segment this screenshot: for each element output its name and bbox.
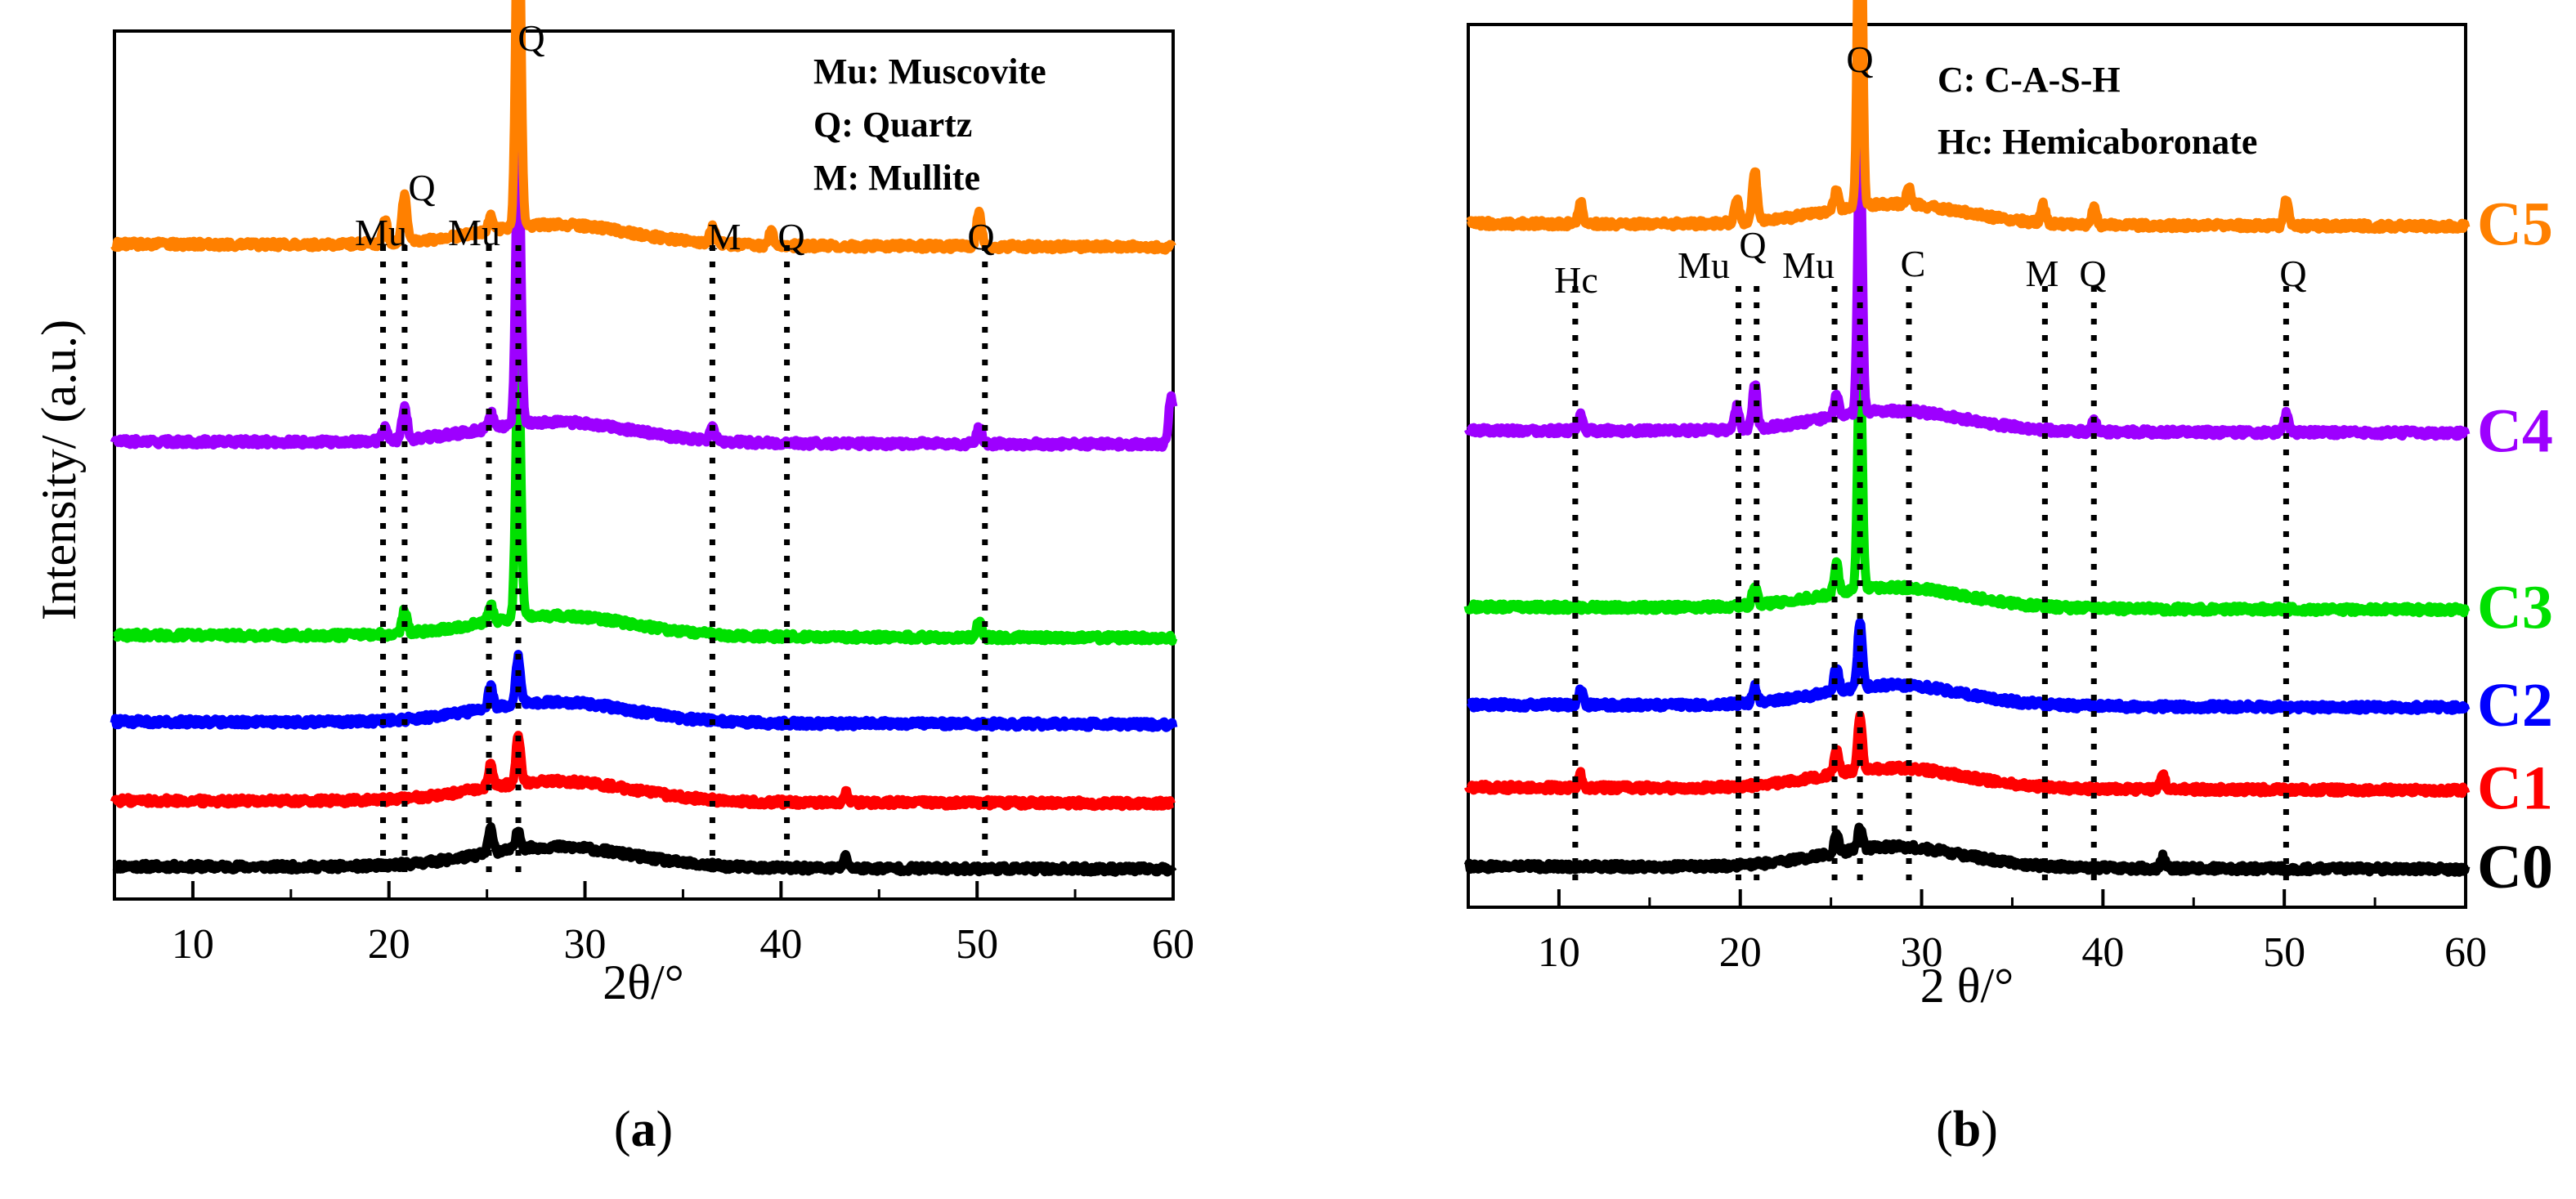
series-label-c2: C2 xyxy=(2477,671,2553,740)
peak-label: M xyxy=(2026,253,2059,294)
x-tick-label: 30 xyxy=(564,921,607,968)
panel-caption-b: (b) xyxy=(1936,1102,1998,1157)
series-line-c5 xyxy=(1464,0,2471,235)
x-tick-label: 20 xyxy=(1719,929,1762,976)
peak-label: Q xyxy=(777,216,804,257)
peak-label: Q xyxy=(1846,38,1873,80)
peak-label: Q xyxy=(2279,253,2306,294)
peak-label: Mu xyxy=(355,212,407,253)
peak-label: Mu xyxy=(448,212,500,253)
series-label-c0: C0 xyxy=(2477,833,2553,901)
peak-label: Q xyxy=(1739,224,1766,266)
series-line-c5 xyxy=(110,0,1177,255)
caption-paren-open: ( xyxy=(614,1102,631,1157)
legend-note-quartz: Q: Quartz xyxy=(813,105,972,145)
x-tick-label: 60 xyxy=(2444,929,2487,976)
x-tick-label: 50 xyxy=(956,921,998,968)
plot-frame-b xyxy=(1467,23,2467,909)
x-tick-label: 40 xyxy=(2081,929,2124,976)
series-line-c1 xyxy=(110,731,1177,812)
x-axis-title-a: 2θ/° xyxy=(603,955,683,1009)
peak-label: M xyxy=(708,216,741,257)
series-label-c4: C4 xyxy=(2477,396,2553,465)
peak-label: Hc xyxy=(1554,259,1598,301)
y-axis-title-a: Intensity/ (a.u.) xyxy=(32,320,86,620)
caption-paren-close: ) xyxy=(656,1102,674,1157)
series-label-c5: C5 xyxy=(2477,190,2553,258)
caption-paren-open: ( xyxy=(1936,1102,1953,1157)
peak-label: Mu xyxy=(1678,244,1730,286)
peak-label: C xyxy=(1901,243,1926,284)
series-line-c0 xyxy=(110,822,1177,877)
series-line-c3 xyxy=(1463,347,2471,618)
x-tick-label: 10 xyxy=(1538,929,1580,976)
peak-label: Q xyxy=(967,216,994,257)
series-label-c1: C1 xyxy=(2477,754,2553,822)
series-label-c3: C3 xyxy=(2477,574,2553,642)
panel-caption-a: (a) xyxy=(614,1102,673,1157)
plot-frame-a xyxy=(113,29,1175,901)
x-axis-title-b: 2 θ/° xyxy=(1920,959,2014,1013)
x-tick-label: 50 xyxy=(2263,929,2305,976)
series-line-c2 xyxy=(110,650,1178,732)
legend-note-mullite: M: Mullite xyxy=(813,158,980,198)
series-line-c1 xyxy=(1464,710,2471,799)
series-line-c0 xyxy=(1463,822,2471,877)
caption-letter: a xyxy=(631,1102,656,1157)
legend-note-cash: C: C-A-S-H xyxy=(1938,60,2121,100)
caption-letter: b xyxy=(1953,1102,1981,1157)
x-tick-label: 30 xyxy=(1901,929,1943,976)
caption-paren-close: ) xyxy=(1981,1102,1998,1157)
peak-label: Mu xyxy=(1782,244,1835,286)
peak-label: Q xyxy=(408,167,435,208)
series-line-c4 xyxy=(1464,136,2471,441)
series-line-c2 xyxy=(1464,618,2471,715)
peak-label: Q xyxy=(2079,253,2106,294)
legend-note-muscovite: Mu: Muscovite xyxy=(813,51,1046,92)
x-tick-label: 20 xyxy=(368,921,410,968)
peak-label: Q xyxy=(517,17,544,59)
series-line-c4 xyxy=(110,119,1178,452)
x-tick-label: 10 xyxy=(172,921,214,968)
legend-note-hemicarboaluminate: Hc: Hemicaboronate xyxy=(1938,122,2257,162)
series-line-c3 xyxy=(110,351,1178,646)
x-tick-label: 60 xyxy=(1152,921,1194,968)
x-tick-label: 40 xyxy=(759,921,802,968)
